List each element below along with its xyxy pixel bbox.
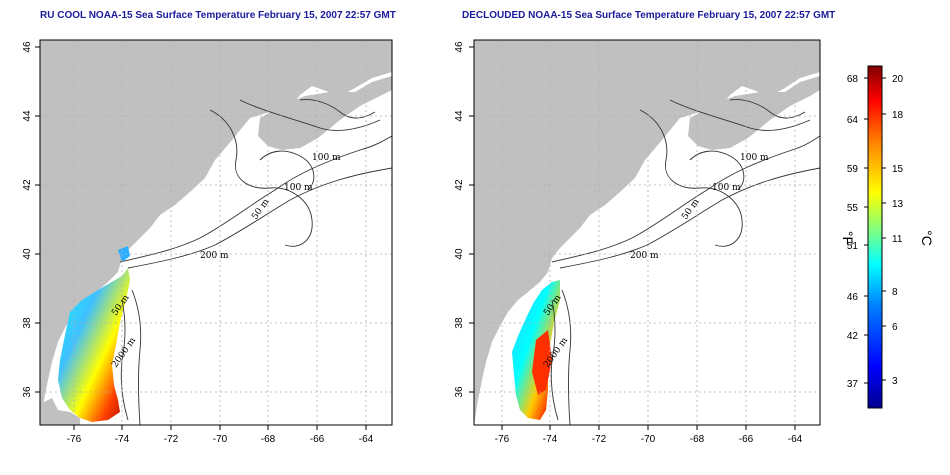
fahrenheit-unit-label: °F bbox=[840, 231, 856, 245]
fahrenheit-tick-label: 37 bbox=[847, 379, 859, 390]
grid-lines bbox=[474, 40, 820, 425]
right-map-panel: 100 m 100 m 50 m 200 m 50 m 2000 m -76 -… bbox=[454, 39, 821, 445]
land-mass bbox=[474, 40, 820, 425]
contour-label: 100 m bbox=[740, 153, 769, 163]
celsius-tick-label: 15 bbox=[892, 164, 904, 175]
sst-data-swath bbox=[58, 268, 130, 422]
map-frame bbox=[39, 39, 393, 426]
y-tick-label: 36 bbox=[454, 386, 465, 398]
x-tick-label: -74 bbox=[543, 434, 558, 445]
left-map-panel: 100 m 100 m 50 m 200 m 50 m 2000 m -76 -… bbox=[22, 39, 393, 445]
celsius-tick-label: 20 bbox=[892, 74, 904, 85]
land-mass bbox=[258, 76, 392, 150]
x-tick-label: -72 bbox=[592, 434, 607, 445]
right-panel-title: DECLOUDED NOAA-15 Sea Surface Temperatur… bbox=[462, 10, 836, 21]
contour-label: 100 m bbox=[284, 183, 313, 193]
fahrenheit-tick-label: 64 bbox=[847, 115, 859, 126]
y-tick-label: 38 bbox=[22, 317, 33, 329]
celsius-tick-label: 8 bbox=[892, 287, 898, 298]
contour-label: 100 m bbox=[712, 183, 741, 193]
fahrenheit-tick-label: 59 bbox=[847, 164, 859, 175]
y-tick-label: 42 bbox=[22, 179, 33, 191]
bathymetry-contours bbox=[119, 99, 392, 425]
contour-label: 50 m bbox=[680, 197, 702, 222]
contour-label: 200 m bbox=[630, 251, 659, 261]
x-tick-label: -76 bbox=[495, 434, 510, 445]
y-tick-label: 40 bbox=[22, 248, 33, 260]
x-tick-label: -66 bbox=[310, 434, 325, 445]
y-tick-label: 36 bbox=[22, 386, 33, 398]
sst-data-patch bbox=[532, 330, 552, 395]
land-mass bbox=[688, 76, 820, 150]
y-tick-label: 44 bbox=[454, 110, 465, 122]
x-tick-label: -76 bbox=[67, 434, 82, 445]
y-tick-label: 46 bbox=[22, 41, 33, 53]
contour-label: 50 m bbox=[250, 197, 272, 222]
grid-lines bbox=[40, 40, 392, 425]
fahrenheit-tick-label: 42 bbox=[847, 331, 859, 342]
y-tick-label: 46 bbox=[454, 41, 465, 53]
x-tick-label: -68 bbox=[261, 434, 276, 445]
y-tick-label: 38 bbox=[454, 317, 465, 329]
fahrenheit-tick-label: 46 bbox=[847, 292, 859, 303]
bathymetry-contours bbox=[550, 99, 820, 425]
fahrenheit-tick-label: 68 bbox=[847, 74, 859, 85]
x-tick-label: -64 bbox=[788, 434, 803, 445]
y-ticks bbox=[469, 46, 474, 393]
y-tick-label: 40 bbox=[454, 248, 465, 260]
x-tick-label: -74 bbox=[115, 434, 130, 445]
map-frame bbox=[473, 39, 821, 426]
colorbar: 68 64 59 55 51 46 42 37 20 18 15 13 11 8… bbox=[840, 65, 935, 409]
celsius-tick-label: 11 bbox=[892, 234, 903, 245]
celsius-tick-label: 13 bbox=[892, 199, 904, 210]
celsius-unit-label: °C bbox=[919, 230, 935, 246]
fahrenheit-tick-label: 55 bbox=[847, 203, 859, 214]
x-tick-label: -68 bbox=[690, 434, 705, 445]
x-tick-label: -66 bbox=[739, 434, 754, 445]
contour-label: 200 m bbox=[200, 251, 229, 261]
land-mass bbox=[40, 40, 392, 425]
y-tick-label: 44 bbox=[22, 110, 33, 122]
fahrenheit-tick-label: 51 bbox=[847, 241, 859, 252]
y-ticks bbox=[35, 46, 40, 393]
land-mass bbox=[40, 398, 80, 425]
celsius-tick-label: 3 bbox=[892, 376, 898, 387]
x-tick-label: -70 bbox=[213, 434, 228, 445]
celsius-tick-label: 18 bbox=[892, 110, 904, 121]
contour-label: 100 m bbox=[312, 153, 341, 163]
x-tick-label: -70 bbox=[641, 434, 656, 445]
fahrenheit-ticks bbox=[864, 77, 868, 384]
celsius-tick-label: 6 bbox=[892, 322, 898, 333]
x-tick-label: -64 bbox=[359, 434, 374, 445]
colorbar-scale bbox=[867, 65, 883, 409]
celsius-ticks bbox=[882, 77, 886, 381]
y-tick-label: 42 bbox=[454, 179, 465, 191]
sst-data-patch bbox=[118, 246, 130, 262]
x-tick-label: -72 bbox=[164, 434, 179, 445]
x-ticks bbox=[73, 425, 367, 430]
x-ticks bbox=[501, 425, 796, 430]
left-panel-title: RU COOL NOAA-15 Sea Surface Temperature … bbox=[40, 10, 396, 21]
